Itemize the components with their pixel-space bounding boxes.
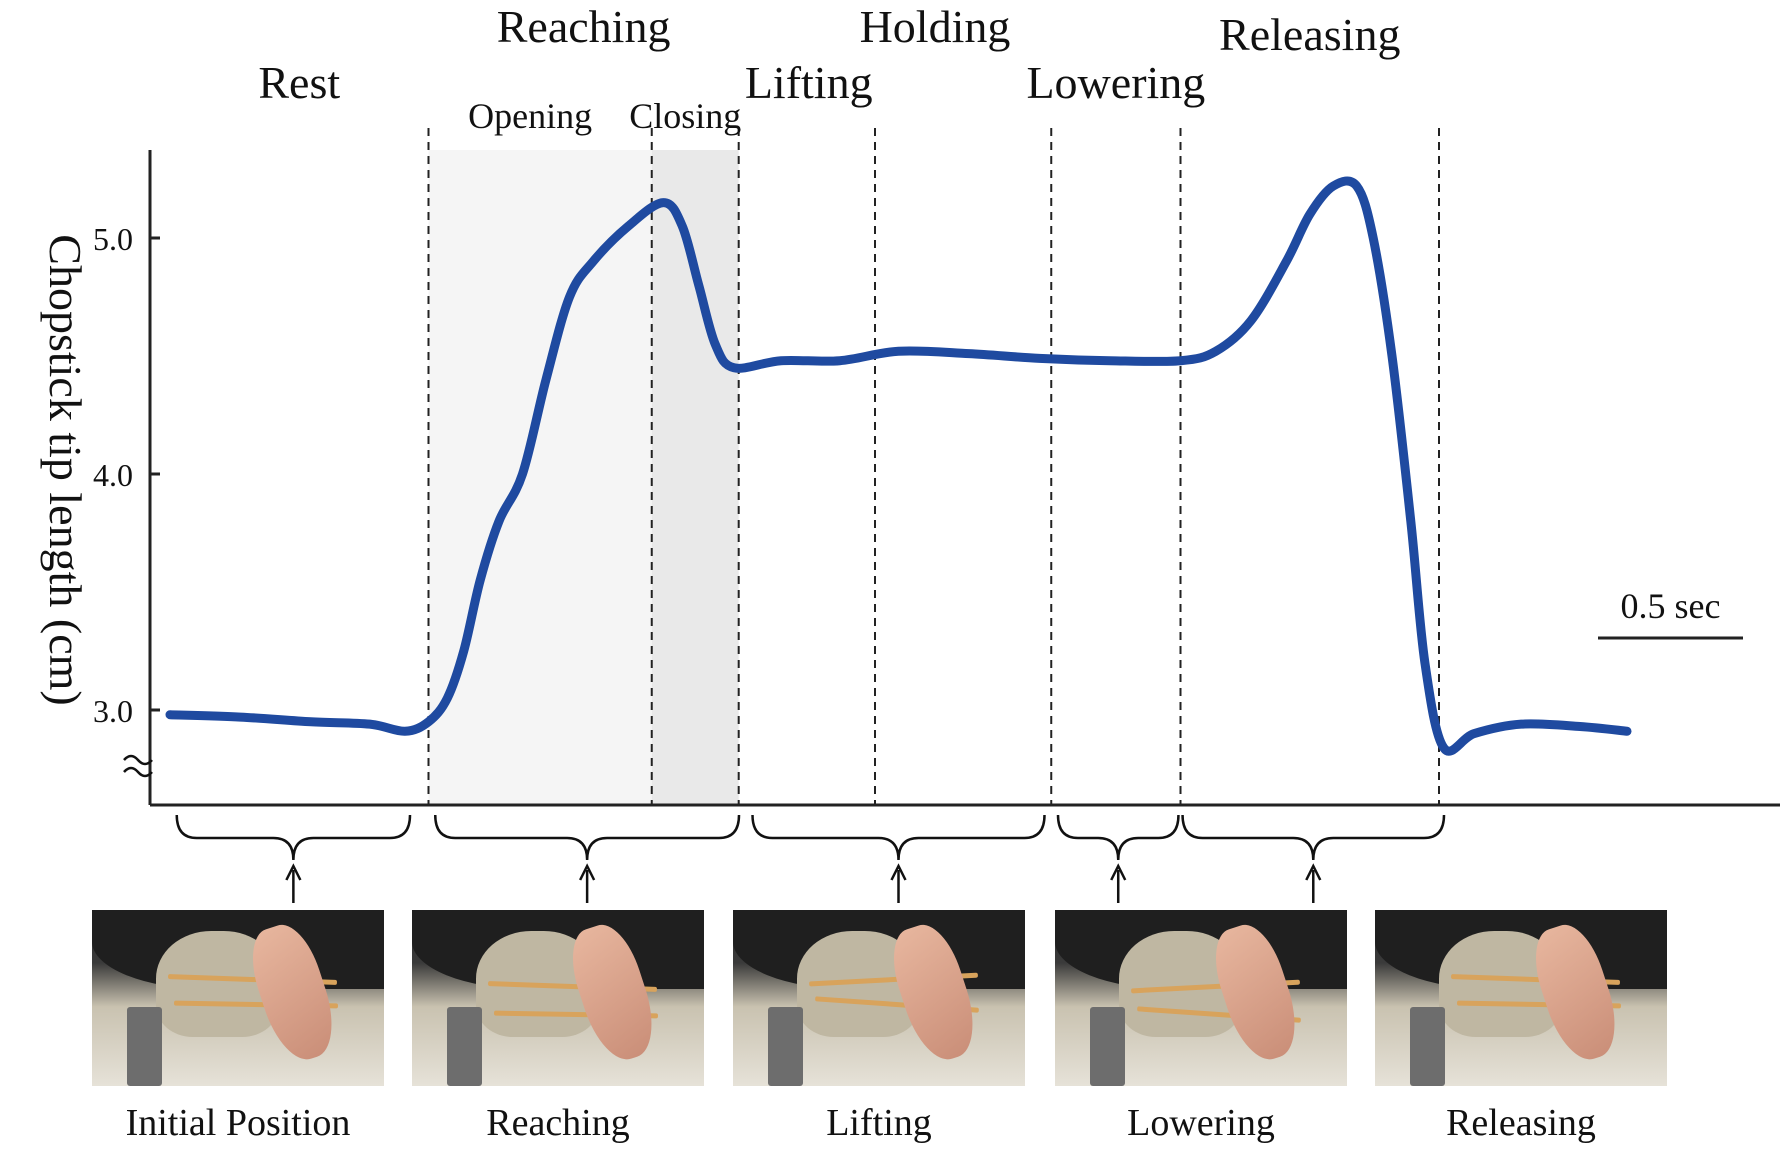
bracket-4 [1181,814,1446,861]
caption-lifting: Lifting [826,1102,932,1144]
bracket-0 [175,814,412,861]
phase-boundaries [427,128,1440,805]
photo-lowering [1055,910,1347,1086]
caption-initial-position: Initial Position [126,1102,351,1144]
bracket-2 [751,814,1046,861]
phase-label-rest: Rest [258,57,340,108]
caption-lowering: Lowering [1127,1102,1275,1144]
caption-releasing: Releasing [1446,1102,1596,1144]
phase-label-holding: Holding [860,1,1011,52]
subphase-label-closing: Closing [629,96,741,136]
y-tick-label-1: 4.0 [93,457,133,493]
arrow-head-icon [890,863,907,881]
phase-shading [428,150,739,805]
y-axis-label: Chopstick tip length (cm) [40,234,91,705]
series-chopstick-length [165,176,1632,756]
phase-label-lowering: Lowering [1026,57,1205,108]
shade-closing [651,150,739,805]
photo-reaching [412,910,704,1086]
phase-label-releasing: Releasing [1219,9,1400,60]
arrow-head-icon [1110,863,1127,881]
y-tick-label-2: 5.0 [93,221,133,257]
shade-opening [428,150,652,805]
axis-break-icon [123,754,153,778]
arrow-head-icon [1305,863,1322,881]
scale-bar-label: 0.5 sec [1621,586,1721,626]
phase-labels: Rest Reaching Holding Releasing Lifting Lower… [258,1,1400,136]
series-line [165,176,1632,756]
photo-releasing [1375,910,1667,1086]
bracket-1 [434,814,741,861]
photo-initial-position [92,910,384,1086]
phase-label-reaching: Reaching [497,1,671,52]
phase-brackets [175,814,1446,903]
photo-captions: Initial Position Reaching Lifting Lowering R… [126,1102,1596,1144]
subphase-label-opening: Opening [468,96,592,136]
phase-label-lifting: Lifting [745,57,873,108]
arrow-head-icon [579,863,596,881]
bracket-3 [1056,814,1180,861]
caption-reaching: Reaching [486,1102,630,1144]
arrow-head-icon [285,863,302,881]
y-tick-label-0: 3.0 [93,693,133,729]
photo-lifting [733,910,1025,1086]
